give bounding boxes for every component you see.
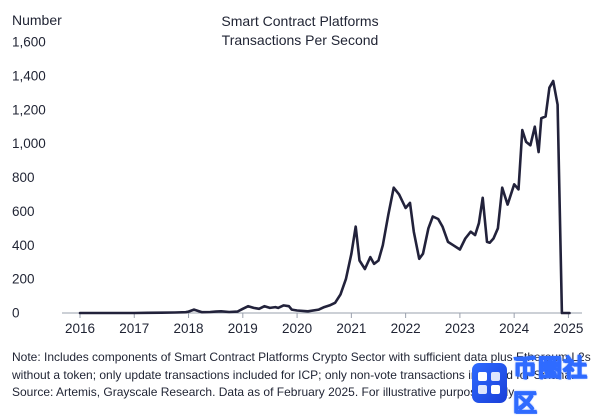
watermark: 币圈社区 — [472, 353, 600, 417]
ox-logo-glyph — [478, 371, 501, 394]
ox-logo-icon — [472, 362, 507, 403]
y-tick-label: 0 — [12, 306, 20, 321]
chart-footnote: Note: Includes components of Smart Contr… — [12, 350, 591, 399]
chart-title-block: Smart Contract Platforms Transactions Pe… — [150, 12, 450, 50]
tps-series-line — [78, 79, 571, 315]
y-tick-label: 1,000 — [12, 136, 46, 151]
y-tick-label: 1,200 — [12, 102, 46, 117]
y-tick-label: 800 — [12, 170, 35, 185]
y-tick-label: 600 — [12, 204, 35, 219]
y-tick-label: 1,400 — [12, 68, 46, 83]
x-tick-label: 2023 — [445, 321, 475, 336]
y-axis-unit-label: Number — [12, 12, 62, 28]
chart-subtitle: Transactions Per Second — [221, 32, 379, 48]
x-tick-label: 2019 — [228, 321, 258, 336]
y-tick-label: 400 — [12, 238, 35, 253]
x-tick-label: 2017 — [119, 321, 149, 336]
y-tick-label: 1,600 — [12, 35, 46, 50]
x-tick-label: 2021 — [336, 321, 366, 336]
chart-title: Smart Contract Platforms — [221, 13, 379, 29]
x-tick-label: 2020 — [282, 321, 312, 336]
line-chart: 0 200 400 600 800 1,000 1,200 1,400 1,600 2016 201… — [12, 35, 583, 337]
chart-container: Number Smart Contract Platforms Transact… — [12, 12, 583, 337]
y-tick-label: 200 — [12, 272, 35, 287]
watermark-text: 币圈社区 — [512, 353, 588, 417]
x-tick-label: 2025 — [553, 321, 583, 336]
x-tick-label: 2022 — [391, 321, 421, 336]
x-tick-label: 2018 — [174, 321, 204, 336]
x-tick-label: 2016 — [65, 321, 95, 336]
x-tick-label: 2024 — [499, 321, 530, 336]
